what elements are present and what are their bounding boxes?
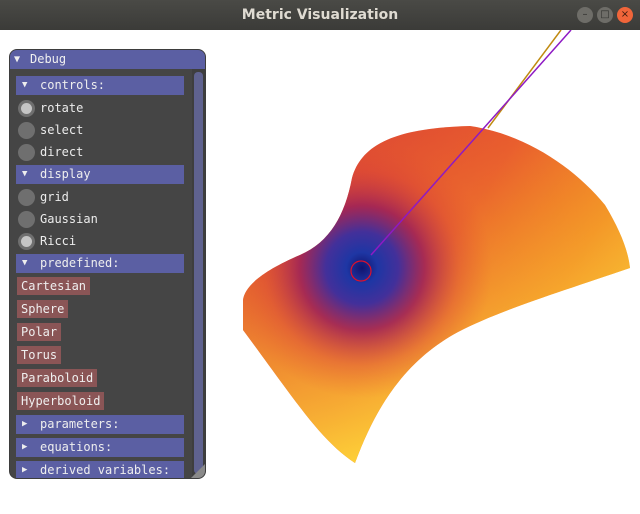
section-label: predefined: — [40, 256, 120, 270]
hyperboloid-button[interactable]: Hyperboloid — [17, 392, 105, 410]
resize-grip-icon[interactable] — [191, 464, 205, 478]
close-button[interactable]: × — [617, 7, 633, 23]
polar-button[interactable]: Polar — [17, 323, 62, 341]
radio-label-direct: direct — [40, 145, 84, 159]
radio-rotate[interactable] — [18, 100, 35, 117]
radio-select[interactable] — [18, 122, 35, 139]
debug-panel-title: Debug — [30, 52, 67, 66]
collapsed-arrow-icon: ▶ — [22, 419, 28, 429]
expanded-arrow-icon: ▼ — [22, 169, 28, 179]
radio-gaussian[interactable] — [18, 211, 35, 228]
sphere-button[interactable]: Sphere — [17, 300, 69, 318]
maximize-button[interactable]: □ — [597, 7, 613, 23]
section-header-equations[interactable]: ▶ equations: — [16, 438, 184, 457]
radio-label-select: select — [40, 123, 84, 137]
section-label: equations: — [40, 440, 113, 454]
radio-grid[interactable] — [18, 189, 35, 206]
section-header-controls[interactable]: ▼ controls: — [16, 76, 184, 95]
geodesic-line-orange — [487, 29, 562, 129]
radio-direct[interactable] — [18, 144, 35, 161]
paraboloid-button[interactable]: Paraboloid — [17, 369, 98, 387]
section-label: display — [40, 167, 91, 181]
minimize-button[interactable]: – — [577, 7, 593, 23]
surface-render — [243, 29, 630, 463]
debug-panel-titlebar[interactable]: ▼ Debug — [10, 50, 205, 69]
scrollbar-thumb[interactable] — [194, 72, 203, 474]
window-titlebar[interactable]: Metric Visualization – □ × — [0, 0, 640, 30]
window-title: Metric Visualization — [241, 7, 399, 23]
expanded-arrow-icon: ▼ — [22, 80, 28, 90]
radio-ricci[interactable] — [18, 233, 35, 250]
section-header-display[interactable]: ▼ display — [16, 165, 184, 184]
3d-viewport[interactable] — [0, 29, 640, 510]
panel-scrollbar[interactable] — [192, 69, 205, 478]
section-label: derived variables: — [40, 463, 171, 477]
radio-label-ricci: Ricci — [40, 234, 77, 248]
collapsed-arrow-icon: ▶ — [22, 465, 28, 475]
geodesic-line-purple — [370, 29, 572, 256]
section-header-derived-variables[interactable]: ▶ derived variables: — [16, 461, 184, 478]
section-label: controls: — [40, 78, 106, 92]
expanded-arrow-icon: ▼ — [22, 258, 28, 268]
radio-label-grid: grid — [40, 190, 69, 204]
debug-panel[interactable]: ▼ Debug ▼ controls: rotate select direct… — [10, 50, 205, 478]
radio-label-rotate: rotate — [40, 101, 84, 115]
section-label: parameters: — [40, 417, 120, 431]
torus-button[interactable]: Torus — [17, 346, 62, 364]
cartesian-button[interactable]: Cartesian — [17, 277, 91, 295]
section-header-parameters[interactable]: ▶ parameters: — [16, 415, 184, 434]
collapsed-arrow-icon: ▶ — [22, 442, 28, 452]
section-header-predefined[interactable]: ▼ predefined: — [16, 254, 184, 273]
selection-marker[interactable] — [350, 260, 372, 282]
radio-label-gaussian: Gaussian — [40, 212, 98, 226]
collapse-arrow-icon[interactable]: ▼ — [14, 54, 21, 65]
